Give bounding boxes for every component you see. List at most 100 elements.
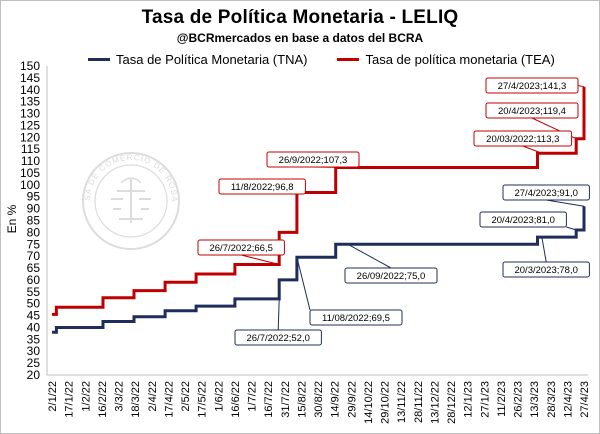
x-tick-label: 28/12/22 [446,381,458,424]
series-line-tea [52,86,586,316]
y-tick-label: 70 [27,249,41,263]
annotation-leader [277,298,280,331]
y-tick-label: 105 [20,166,40,180]
annotation-label: 11/08/2022;69,5 [322,313,390,324]
y-tick-label: 85 [27,214,41,228]
y-tick-label: 55 [27,285,41,299]
legend-label-tna: Tasa de Política Monetaria (TNA) [116,51,308,67]
y-tick-label: 115 [21,142,40,156]
x-tick-label: 11/2/23 [496,381,508,417]
annotation-label: 20/3/2023;78,0 [514,265,577,276]
x-tick-label: 26/2/23 [513,381,525,418]
annotation-label: 20/4/2023;119,4 [498,106,566,117]
annotation-label: 27/4/2023;141,3 [498,81,567,92]
annotation-box [234,329,322,346]
x-tick-label: 27/4/23 [579,381,591,418]
y-tick-label: 150 [20,59,40,73]
annotation-box [479,211,567,228]
x-tick-label: 12/4/23 [562,381,574,418]
y-tick-label: 130 [20,107,40,121]
annotation-label: 26/7/2022;52,0 [246,333,309,344]
x-tick-label: 28/11/22 [413,381,425,423]
annotation-leader [347,243,392,269]
annotation-label: 20/4/2023;81,0 [491,215,554,226]
y-tick-label: 25 [27,356,41,370]
x-tick-label: 30/8/22 [313,381,325,418]
y-tick-label: 125 [20,118,40,132]
x-tick-label: 31/7/22 [280,381,292,418]
y-tick-label: 30 [27,344,41,358]
y-tick-label: 110 [21,154,40,168]
y-tick-label: 60 [27,273,41,287]
x-tick-label: 2/4/22 [147,381,159,412]
y-tick-label: 20 [27,368,41,382]
chart-title: Tasa de Política Monetaria - LELIQ [141,7,459,28]
y-tick-label: 90 [27,202,41,216]
watermark-seal: BOLSA DE COMERCIO DE ROSARIO [82,152,180,250]
annotation-leader [296,257,311,311]
annotation-box [502,184,590,201]
x-tick-label: 1/6/22 [213,381,225,412]
x-tick-label: 1/2/22 [80,381,92,412]
x-tick-label: 16/7/22 [263,381,275,418]
y-tick-label: 40 [27,320,41,334]
y-tick-label: 120 [20,130,40,144]
x-tick-label: 29/9/22 [346,381,358,418]
chart-legend: Tasa de Política Monetaria (TNA) Tasa de… [88,50,585,68]
x-tick-label: 27/1/23 [479,381,491,418]
annotation-leader [566,226,577,231]
x-tick-label: 18/3/22 [130,381,142,418]
x-tick-label: 17/4/22 [163,381,175,418]
annotation-box [197,239,285,256]
annotation-box [344,267,438,284]
x-tick-label: 16/6/22 [230,381,242,418]
x-tick-label: 17/1/22 [64,381,76,418]
x-tick-label: 1/7/22 [247,381,259,412]
x-tick-label: 28/3/23 [546,381,558,418]
x-tick-label: 15/8/22 [296,381,308,418]
annotation-box [266,151,360,168]
y-tick-label: 145 [20,71,40,85]
y-tick-label: 135 [20,95,40,109]
x-tick-label: 13/11/22 [396,381,408,423]
x-tick-label: 3/3/22 [114,381,126,412]
annotation-label: 26/09/2022;75,0 [357,271,426,282]
y-tick-label: 50 [27,297,41,311]
annotation-label: 26/7/2022;66,5 [209,243,272,254]
annotation-label: 20/03/2022;113,3 [486,134,559,145]
annotation-box [218,178,306,195]
y-tick-label: 140 [20,83,40,97]
annotation-box [309,309,403,326]
x-tick-label: 12/1/23 [463,381,475,418]
x-tick-label: 2/5/22 [180,381,192,412]
y-tick-label: 35 [27,332,41,346]
y-axis-label: En % [5,204,19,233]
x-tick-label: 16/2/22 [97,381,109,418]
x-tick-label: 17/5/22 [197,381,209,418]
annotation-label: 27/4/2023;91,0 [514,188,577,199]
y-tick-label: 45 [27,309,41,323]
y-tick-label: 100 [20,178,40,192]
x-tick-label: 14/10/22 [363,381,375,424]
annotation-box [485,77,579,94]
x-tick-label: 2/1/22 [47,381,59,412]
annotation-box [473,130,573,147]
y-tick-label: 95 [27,190,41,204]
chart-subtitle: @BCRmercados en base a datos del BCRA [176,31,424,45]
annotation-label: 11/8/2022;96,8 [231,182,294,193]
legend-swatch-tna [88,57,110,61]
annotation-leader [541,237,547,263]
x-tick-label: 29/10/22 [380,381,392,424]
x-tick-label: 14/9/22 [330,381,342,418]
series-line-tna [52,206,586,334]
x-tick-label: 13/3/23 [529,381,541,418]
legend-item-tea: Tasa de política monetaria (TEA) [337,52,555,67]
annotation-leader [522,145,543,154]
x-tick-label: 13/12/22 [429,381,441,424]
annotation-label: 26/9/2022;107,3 [279,155,348,166]
annotation-box [502,261,590,278]
y-tick-label: 65 [27,261,41,275]
y-tick-label: 75 [27,237,41,251]
annotation-box [485,102,579,119]
